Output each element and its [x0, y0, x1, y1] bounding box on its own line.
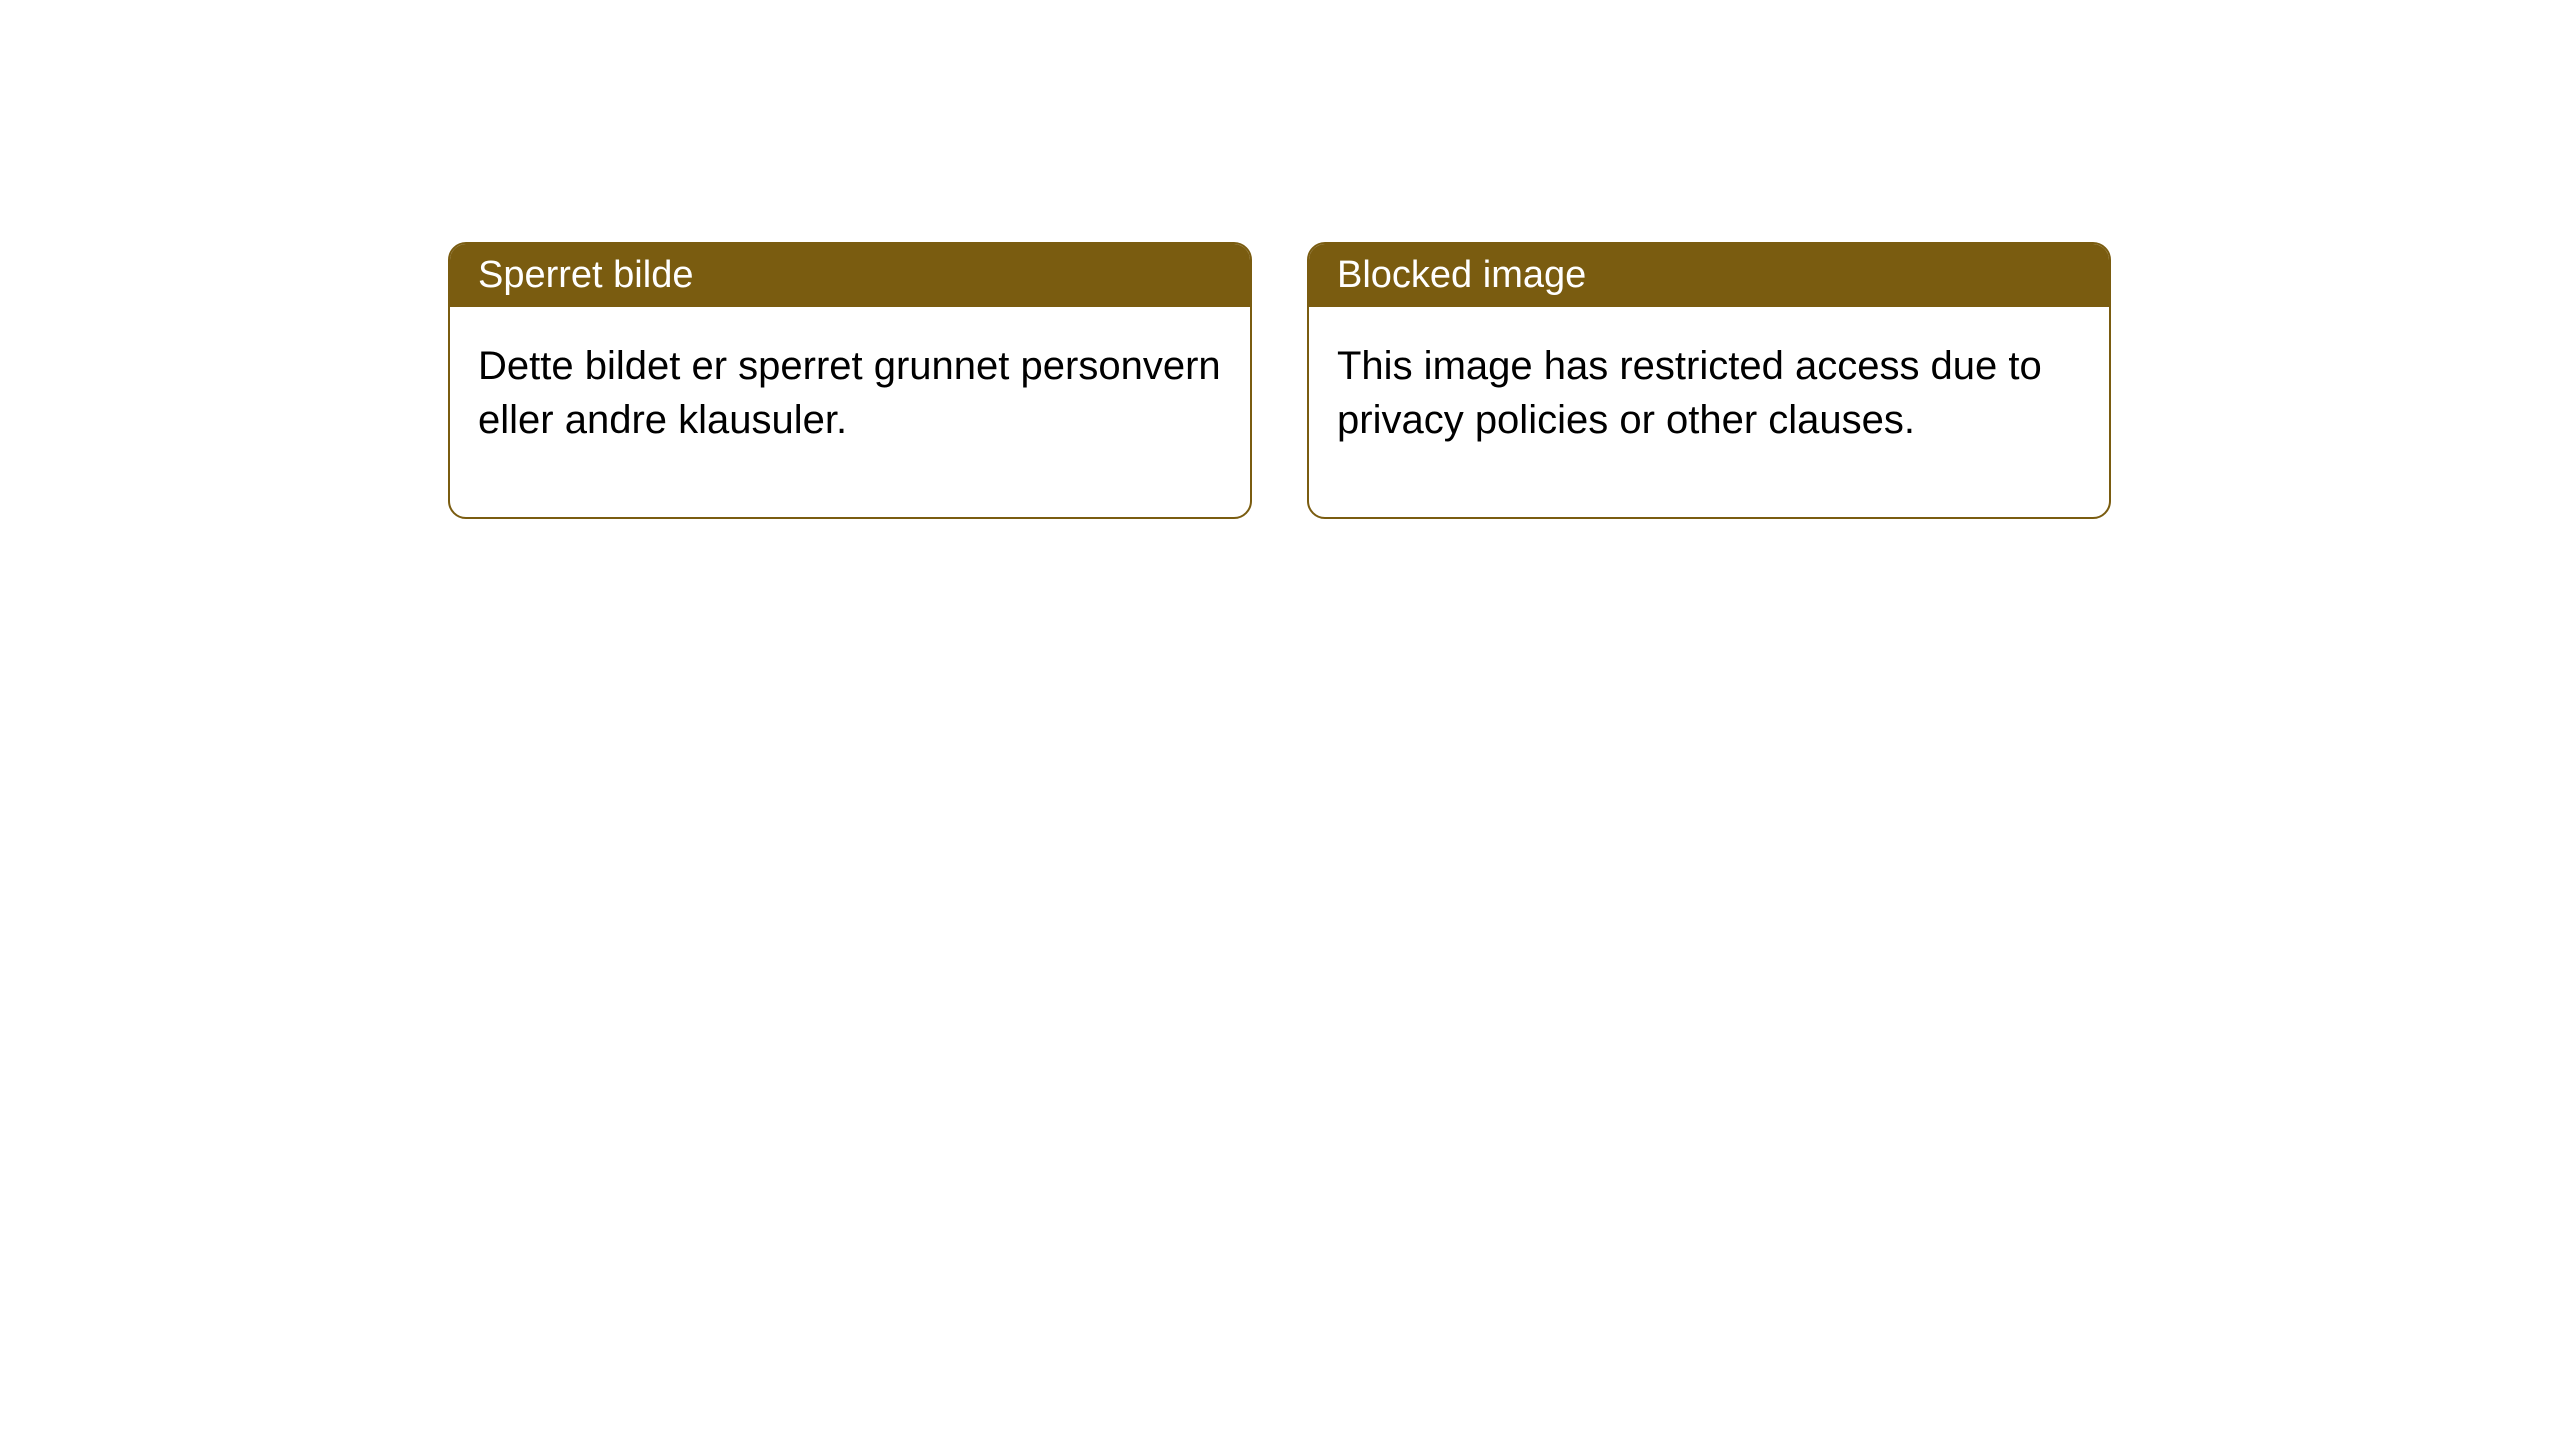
notice-header: Blocked image — [1309, 244, 2109, 307]
notice-body-text: Dette bildet er sperret grunnet personve… — [478, 344, 1221, 442]
notice-title: Blocked image — [1337, 254, 1586, 296]
notice-card-english: Blocked image This image has restricted … — [1307, 242, 2111, 519]
notice-card-norwegian: Sperret bilde Dette bildet er sperret gr… — [448, 242, 1252, 519]
notice-title: Sperret bilde — [478, 254, 693, 296]
notice-container: Sperret bilde Dette bildet er sperret gr… — [448, 242, 2111, 519]
notice-header: Sperret bilde — [450, 244, 1250, 307]
notice-body: This image has restricted access due to … — [1309, 307, 2109, 517]
notice-body-text: This image has restricted access due to … — [1337, 344, 2042, 442]
notice-body: Dette bildet er sperret grunnet personve… — [450, 307, 1250, 517]
